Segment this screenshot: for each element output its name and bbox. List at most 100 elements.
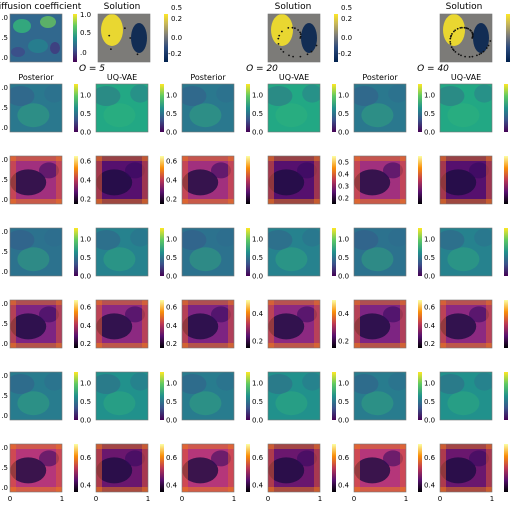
sensor-dot (449, 35, 452, 38)
heatmap-panel: 1.0 0.5 0.0 (95, 227, 177, 281)
heatmap-panel: 1.0 0.5 0.0 (95, 371, 177, 425)
solution-title-3: Solution (446, 2, 483, 12)
sensor-dot (454, 51, 457, 53)
sensor-dot (315, 44, 318, 47)
xtick-label: 1 (232, 495, 236, 503)
xtick-label: 0 (180, 495, 184, 503)
colorbar-tick-label: 0.5 (166, 398, 177, 406)
heatmap-panel: 0.6 0.4 (267, 443, 350, 493)
colorbar (74, 84, 78, 132)
xtick-label: 1 (490, 495, 494, 503)
colorbar (74, 372, 78, 420)
colorbar (160, 300, 164, 348)
ytick-label: .0 (1, 84, 8, 92)
colorbar-tick-label: 0.6 (338, 454, 350, 462)
colorbar-tick-label: 0.6 (80, 157, 92, 165)
sensor-dot (465, 27, 467, 29)
colorbar-tick-label: 0.2 (166, 196, 177, 204)
heatmap-panel: 1.0 0.5 0.0 (353, 227, 435, 281)
heatmap-panel (439, 83, 508, 133)
heatmap-panel: 0.6 0.4 0.2 (9, 299, 92, 349)
sensor-points (108, 26, 492, 58)
sensor-dot (294, 27, 296, 30)
sensor-dot (292, 55, 294, 58)
heatmap-panel (439, 299, 508, 349)
colorbar-tick-label: 0.6 (166, 304, 178, 312)
sensor-dot (278, 34, 281, 37)
group-label-o5: O = 5 (79, 64, 105, 74)
sensor-dot (454, 29, 457, 32)
colorbar-tick-label: 0.4 (252, 482, 264, 490)
column-title: UQ-VAE (107, 73, 137, 82)
colorbar-tick-label: 0.5 (166, 110, 177, 118)
colorbar (504, 444, 508, 492)
sensor-dot (136, 53, 139, 56)
ytick-label: .0 (1, 300, 8, 308)
colorbar-tick-label: 0.0 (338, 417, 349, 425)
heatmap-panel: 1.0 0.5 0.0 (267, 227, 349, 281)
heatmap-panel: 1.0 0.5 0.0 (267, 83, 349, 137)
colorbar-tick-label: 0.4 (338, 171, 350, 179)
colorbar-tick-label: 1.0 (166, 380, 177, 388)
heatmap-panel: 0.6 0.4 (353, 443, 436, 493)
heatmap-panel: 1.0 0.5 0.0 (181, 371, 263, 425)
colorbar-tick-label: 0.5 (338, 159, 349, 167)
colorbar-tick-label: 0.0 (166, 417, 177, 425)
sensor-dot (281, 30, 283, 33)
colorbar (74, 228, 78, 276)
colorbar-tick-label: 1.0 (166, 92, 177, 100)
colorbar-tick-label: 0.5 (338, 398, 349, 406)
colorbar-tick-label: 0.2 (166, 340, 177, 348)
colorbar-tick-label: 0.6 (252, 454, 264, 462)
colorbar-tick-label: 0.5 (424, 398, 435, 406)
heatmap-panel: 1.0 0.5 0.0 (95, 83, 177, 137)
sensor-dot (277, 43, 280, 45)
group-label-o40: O = 40 (417, 64, 449, 74)
colorbar-tick-label: 0.5 (80, 254, 91, 262)
heatmap-panel: 1.0 0.5 0.0 (9, 371, 91, 425)
sensor-dot (459, 27, 462, 29)
column-title: UQ-VAE (451, 73, 481, 82)
heatmap-panel: 1.0 0.5 0.0 (9, 227, 91, 281)
colorbar-tick-label: 0.0 (424, 129, 435, 137)
heatmap-panel (181, 155, 250, 205)
colorbar-tick-label: 0.0 (166, 273, 177, 281)
colorbar-tick-label: 1.0 (424, 236, 435, 244)
colorbar-tick-label: 0.4 (80, 322, 92, 330)
panel-grid: 1.00.50.01.00.50.01.00.50.01.00.50.01.00… (1, 73, 508, 503)
colorbar (246, 300, 250, 348)
colorbar-tick-label: 0.5 (80, 110, 91, 118)
column-title: Posterior (18, 73, 54, 82)
xtick-label: 0 (94, 495, 98, 503)
colorbar-tick-label: 0.5 (338, 254, 349, 262)
colorbar-tick-label: 0.0 (252, 129, 263, 137)
sensor-dot (489, 40, 492, 42)
colorbar-tick-label: 0.5 (252, 110, 263, 118)
colorbar (160, 84, 164, 132)
ytick-label: .5 (1, 464, 8, 472)
sensor-dot (449, 37, 452, 40)
sensor-dot (464, 55, 466, 58)
colorbar-tick-label: 1.0 (424, 92, 435, 100)
sensor-dot (471, 34, 474, 36)
sensor-dot (470, 29, 472, 32)
colorbar (504, 84, 508, 132)
sensor-dot (299, 31, 301, 34)
sensor-dot (288, 54, 290, 57)
diffusion-panel (9, 13, 77, 63)
colorbar-tick-label: 1.0 (338, 380, 349, 388)
colorbar (332, 372, 336, 420)
solution-panel-3 (439, 13, 510, 63)
colorbar-tick-label: 0.6 (80, 454, 92, 462)
solution1-cbar-tick-2: 0.0 (171, 34, 182, 42)
heatmap-panel (439, 443, 508, 493)
sensor-dot (471, 55, 474, 58)
colorbar (418, 156, 422, 204)
colorbar-tick-label: 0.0 (80, 417, 91, 425)
heatmap-panel (439, 155, 508, 205)
sensor-dot (124, 27, 126, 30)
colorbar-tick-label: 0.0 (80, 273, 91, 281)
colorbar-tick-label: 1.0 (80, 236, 91, 244)
sensor-dot (129, 37, 132, 39)
